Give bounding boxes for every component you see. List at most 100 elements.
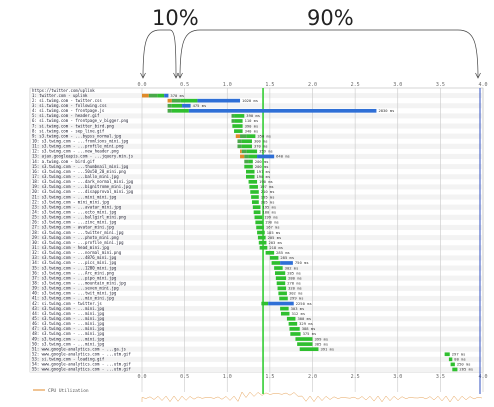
tick-label-bottom: 3.0 <box>393 374 402 380</box>
ttfb-segment <box>157 93 165 98</box>
ttfb-segment <box>234 114 245 118</box>
ttfb-segment <box>246 169 255 174</box>
request-ms-label: 190 ms <box>259 179 273 184</box>
request-label: 4: si.twimg.com - frontpage.js <box>32 108 105 113</box>
ttfb-segment <box>280 306 289 311</box>
ttfb-segment <box>295 337 313 341</box>
request-ms-label: 297 ms <box>452 351 466 356</box>
ttfb-segment <box>452 367 458 372</box>
request-ms-label: 340 ms <box>245 128 259 133</box>
request-label: 15: s3.twimg.com - ...thumbnail_mini.jpg <box>32 164 129 169</box>
request-label: 21: s3.twimg.com - ...mini_mini.jpg <box>32 194 117 199</box>
request-ms-label: 300 ms <box>254 138 268 143</box>
ttfb-segment <box>269 256 279 260</box>
request-ms-label: 197 ms <box>257 169 271 174</box>
row-stripe <box>30 366 483 372</box>
ttfb-segment <box>249 185 258 189</box>
request-label: 29: s3.twimg.com - ...photo_mini.png <box>32 235 119 240</box>
dns-segment <box>235 134 241 139</box>
request-label: 1: twitter.com - uplink <box>32 93 88 98</box>
request-ms-label: 190 ms <box>257 174 271 179</box>
row-stripe <box>30 336 483 342</box>
ttfb-segment <box>248 179 258 184</box>
tick-label-bottom: 0.0 <box>137 374 146 380</box>
row-stripe <box>30 143 483 149</box>
request-ms-label: 2830 ms <box>378 108 394 113</box>
request-label: 31: s3.twimg.com - head_mini.jpg <box>32 245 110 250</box>
ttfb-segment <box>265 250 275 255</box>
request-label: 30: s3.twimg.com - ...profile_mini.jpg <box>32 240 124 245</box>
request-label: 49: s3.twimg.com - ...mini.jpg <box>32 336 105 341</box>
ttfb-segment <box>171 108 189 113</box>
request-ms-label: 385 ms <box>315 341 329 346</box>
connect-segment <box>231 119 235 123</box>
request-label: 40: s3.twimg.com - ...twit_mini.jpg <box>32 291 117 296</box>
request-ms-label: 1020 ms <box>242 98 258 103</box>
download-segment <box>280 261 293 265</box>
request-label: 13: ajax.googleapis.com - ...jquery.min.… <box>32 154 134 159</box>
request-label: 45: s3.twimg.com - ...mini.jpg <box>32 316 105 321</box>
row-stripe <box>30 103 483 109</box>
request-label: 3: si.twimg.com - following.css <box>32 103 107 108</box>
request-ms-label: 185 ms <box>267 230 281 235</box>
request-ms-label: 388 ms <box>302 326 316 331</box>
request-ms-label: 370 ms <box>170 93 184 98</box>
request-ms-label: 203 ms <box>268 240 282 245</box>
request-ms-label: 190 ms <box>265 220 279 225</box>
request-ms-label: 302 ms <box>289 291 303 296</box>
request-label: 42: si.twimg.com - twitter.js <box>32 301 102 306</box>
ttfb-segment <box>253 210 261 215</box>
request-ms-label: 299 ms <box>290 296 304 301</box>
connect-segment <box>244 154 249 159</box>
request-label: 38: s3.twimg.com - ...mountain_mini.jpg <box>32 280 127 285</box>
row-stripe <box>30 93 483 99</box>
ttfb-segment <box>248 159 253 164</box>
row-stripe <box>30 285 483 291</box>
ttfb-segment <box>246 174 255 179</box>
request-ms-label: 195 ms <box>261 194 275 199</box>
ttfb-segment <box>450 362 455 367</box>
tick-label-top: 3.0 <box>393 82 402 88</box>
request-ms-label: 210 ms <box>261 189 275 194</box>
request-label: 48: s3.twimg.com - ...mini.jpg <box>32 331 105 336</box>
request-label: 24: s3.twimg.com - ...ecto_mini.jpg <box>32 209 117 214</box>
row-stripe <box>30 245 483 251</box>
ttfb-segment <box>252 205 261 210</box>
ttfb-segment <box>286 316 296 321</box>
ttfb-segment <box>250 190 259 194</box>
row-stripe <box>30 356 483 362</box>
request-label: 55: www.google-analytics.com - ...utm.gi… <box>32 367 131 372</box>
row-stripe <box>30 295 483 301</box>
request-ms-label: 278 ms <box>287 280 301 285</box>
connect-segment <box>231 114 235 118</box>
row-stripe <box>30 133 483 139</box>
request-label: 16: s3.twimg.com - ...50x50_20_mini.png <box>32 169 127 174</box>
ttfb-segment <box>232 124 243 128</box>
request-ms-label: 640 ms <box>276 154 290 159</box>
ttfb-segment <box>234 119 243 123</box>
request-ms-label: 312 ms <box>291 311 305 316</box>
request-ms-label: 375 ms <box>303 331 317 336</box>
request-label: 27: s3.twimg.com - avatar_mini.jpg <box>32 225 114 230</box>
request-ms-label: 359 ms <box>259 149 273 154</box>
row-stripe <box>30 174 483 180</box>
row-stripe <box>30 255 483 261</box>
request-ms-label: 110 ms <box>245 118 259 123</box>
download-segment <box>182 103 191 108</box>
request-label: 18: s3.twimg.com - ...dark_normal_mini.j… <box>32 179 134 184</box>
request-ms-label: 750 ms <box>295 260 309 265</box>
tick-label-top: 2.5 <box>351 82 360 88</box>
request-ms-label: 285 ms <box>287 270 301 275</box>
ttfb-segment <box>241 144 252 149</box>
download-segment <box>257 154 275 159</box>
tick-label-top: 3.5 <box>436 82 445 88</box>
request-ms-label: 218 ms <box>269 245 283 250</box>
row-stripe <box>30 316 483 322</box>
request-ms-label: 197 ms <box>260 184 274 189</box>
request-label: 11: s3.twimg.com - ...profile_mini.png <box>32 144 124 149</box>
row-stripe <box>30 164 483 170</box>
download-segment <box>188 108 377 113</box>
request-ms-label: 265 ms <box>459 367 473 372</box>
ttfb-segment <box>251 200 259 204</box>
